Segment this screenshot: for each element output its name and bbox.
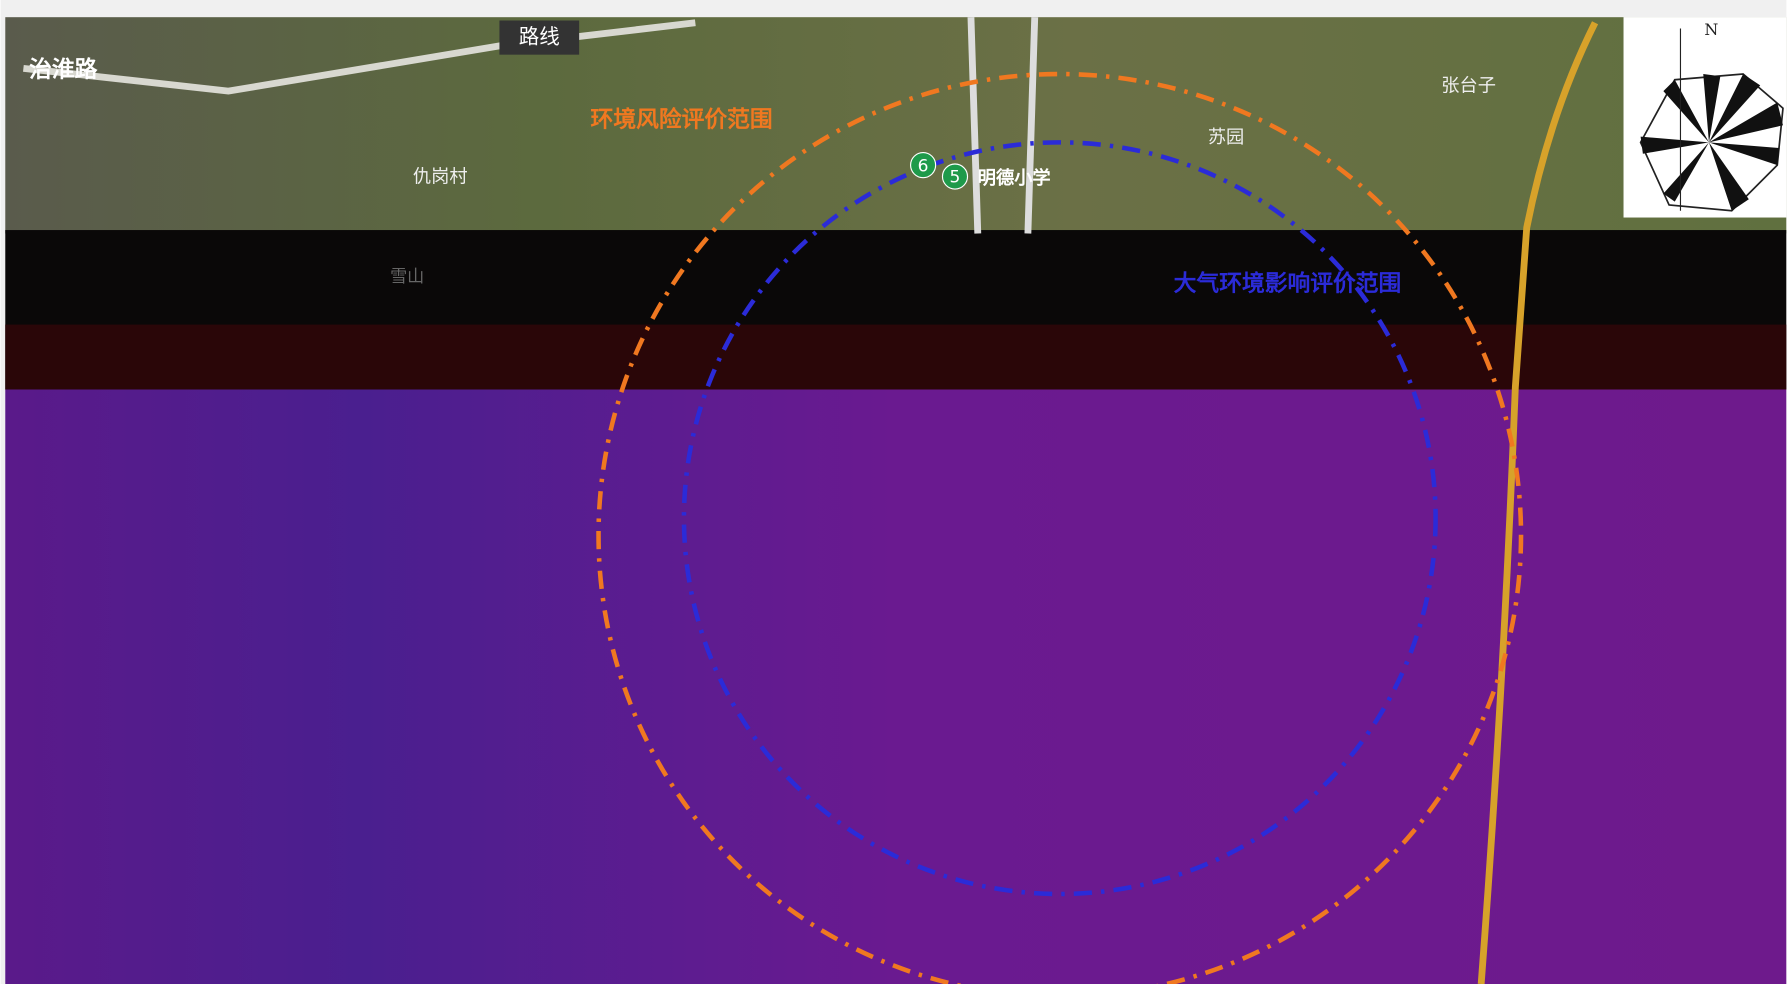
place-label: 苏园 xyxy=(1208,127,1244,148)
satellite-strip xyxy=(5,17,1787,234)
corrupt-band-2 xyxy=(5,324,1787,390)
road xyxy=(23,19,696,95)
road-label: 治淮路 xyxy=(29,56,98,83)
range-label: 大气环境影响评价范围 xyxy=(1174,270,1402,297)
compass-rose xyxy=(1639,28,1784,212)
place-label: 仇岗村 xyxy=(413,167,468,188)
road xyxy=(967,17,982,234)
road xyxy=(1024,17,1039,234)
risk-range-circle xyxy=(596,71,1524,984)
range-label: 环境风险评价范围 xyxy=(591,106,773,133)
marker-label: 5 xyxy=(950,168,961,188)
marker xyxy=(910,152,937,179)
marker-label: 6 xyxy=(918,156,929,176)
place-label: 明德小学 xyxy=(978,167,1051,189)
label-box xyxy=(499,20,580,55)
air-range-circle xyxy=(681,140,1438,897)
place-label: 张台子 xyxy=(1441,76,1496,97)
highway xyxy=(1477,21,1599,984)
place-label: 雪山 xyxy=(390,267,424,287)
marker xyxy=(941,163,969,190)
compass-north: N xyxy=(1704,20,1718,39)
route-label: 路线 xyxy=(519,25,560,49)
